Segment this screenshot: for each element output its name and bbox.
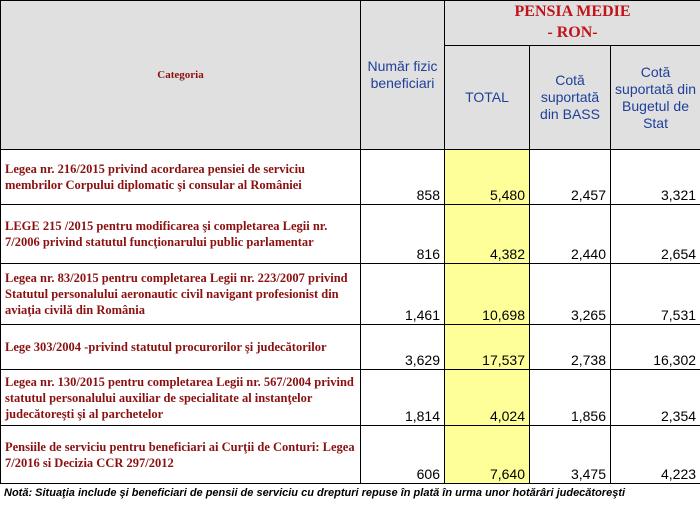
footnote: Notă: Situaţia include şi beneficiari de… [4, 487, 626, 499]
row-total: 17,537 [444, 324, 530, 370]
pensia-medie-header: PENSIA MEDIE - RON- [443, 0, 700, 46]
row-numar: 858 [360, 149, 445, 205]
numar-fizic-header: Număr fizic beneficiari [360, 0, 445, 150]
row-bass: 2,738 [529, 324, 611, 370]
row-bass: 3,475 [529, 425, 611, 484]
row-total: 5,480 [444, 149, 530, 205]
table-row: Lege 303/2004 -privind statutul procuror… [0, 324, 700, 370]
row-buget: 7,531 [609, 263, 700, 325]
row-bass: 3,265 [529, 263, 611, 325]
row-total: 10,698 [444, 263, 530, 325]
total-header: TOTAL [444, 45, 530, 150]
table-row: Legea nr. 130/2015 pentru completarea Le… [0, 369, 700, 426]
row-category: Legea nr. 83/2015 pentru completarea Leg… [0, 263, 361, 325]
row-numar: 1,461 [360, 263, 445, 325]
row-bass: 1,856 [529, 369, 611, 426]
table-row: Legea nr. 216/2015 privind acordarea pen… [0, 149, 700, 205]
row-total: 4,382 [444, 204, 530, 264]
row-buget: 2,354 [609, 369, 700, 426]
table-row: Legea nr. 83/2015 pentru completarea Leg… [0, 263, 700, 325]
row-category: Pensiile de serviciu pentru beneficiari … [0, 425, 361, 484]
header-row-2: TOTAL Cotă suportată din BASS Cotă supor… [1, 45, 700, 150]
row-buget: 4,223 [609, 425, 700, 484]
row-numar: 3,629 [360, 324, 445, 370]
row-bass: 2,440 [529, 204, 611, 264]
row-category: Legea nr. 130/2015 pentru completarea Le… [0, 369, 361, 426]
header-row-1: Categoria Număr fizic beneficiari PENSIA… [0, 0, 700, 150]
row-numar: 1,814 [360, 369, 445, 426]
row-numar: 816 [360, 204, 445, 264]
row-buget: 2,654 [609, 204, 700, 264]
row-category: LEGE 215 /2015 pentru modificarea şi com… [0, 204, 361, 264]
table-row: Pensiile de serviciu pentru beneficiari … [0, 425, 700, 484]
pensia-medie-title: PENSIA MEDIE [514, 3, 631, 20]
row-category: Legea nr. 216/2015 privind acordarea pen… [0, 149, 361, 205]
ron-subtitle: - RON- [547, 24, 598, 41]
cota-bass-header: Cotă suportată din BASS [529, 45, 611, 150]
row-numar: 606 [360, 425, 445, 484]
row-total: 4,024 [444, 369, 530, 426]
categoria-header: Categoria [0, 0, 361, 150]
row-buget: 3,321 [609, 149, 700, 205]
cota-buget-header: Cotă suportată din Bugetul de Stat [609, 45, 700, 150]
row-total: 7,640 [444, 425, 530, 484]
row-bass: 2,457 [529, 149, 611, 205]
table-row: LEGE 215 /2015 pentru modificarea şi com… [0, 204, 700, 264]
pension-table: Categoria Număr fizic beneficiari PENSIA… [0, 0, 700, 484]
row-category: Lege 303/2004 -privind statutul procuror… [0, 324, 361, 370]
row-buget: 16,302 [609, 324, 700, 370]
